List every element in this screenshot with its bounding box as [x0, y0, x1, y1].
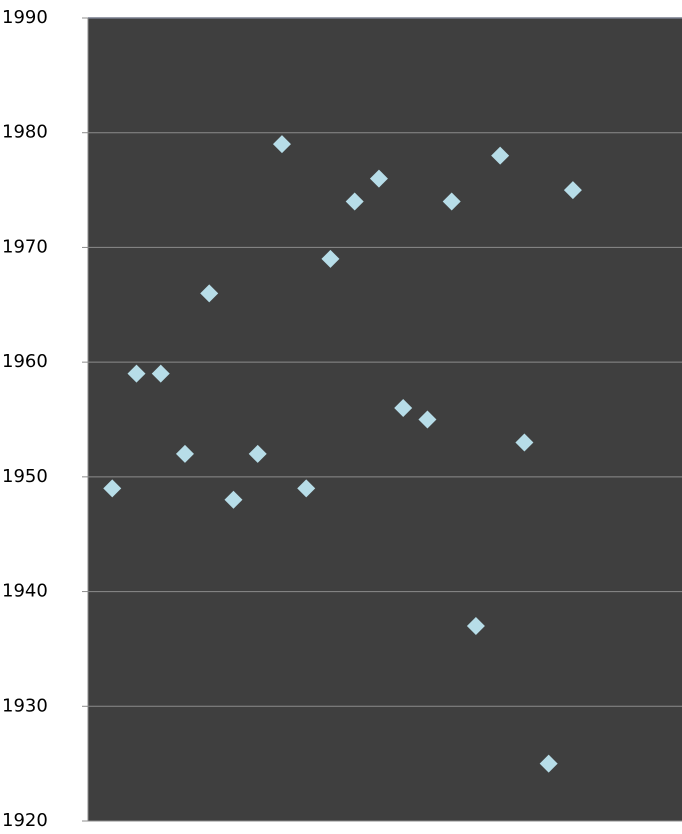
point	[491, 146, 510, 165]
point	[127, 364, 146, 383]
point	[515, 433, 534, 452]
y-tick-label: 1960	[2, 351, 48, 372]
point	[200, 284, 219, 303]
point	[297, 479, 316, 498]
point	[103, 479, 122, 498]
point	[539, 754, 558, 773]
point	[175, 444, 194, 463]
y-tick-label: 1980	[2, 122, 48, 143]
point	[248, 444, 267, 463]
point	[345, 192, 364, 211]
point	[466, 616, 485, 635]
point	[321, 249, 340, 268]
y-tick-label: 1920	[2, 810, 48, 831]
point	[272, 135, 291, 154]
point	[418, 410, 437, 429]
y-tick-label: 1990	[2, 7, 48, 28]
point	[369, 169, 388, 188]
y-tick-label: 1930	[2, 695, 48, 716]
y-tick-label: 1940	[2, 581, 48, 602]
point	[563, 181, 582, 200]
point	[394, 399, 413, 418]
point	[151, 364, 170, 383]
y-tick-label: 1970	[2, 236, 48, 257]
point	[224, 490, 243, 509]
plot-area	[88, 18, 682, 821]
point	[442, 192, 461, 211]
y-tick-label: 1950	[2, 466, 48, 487]
